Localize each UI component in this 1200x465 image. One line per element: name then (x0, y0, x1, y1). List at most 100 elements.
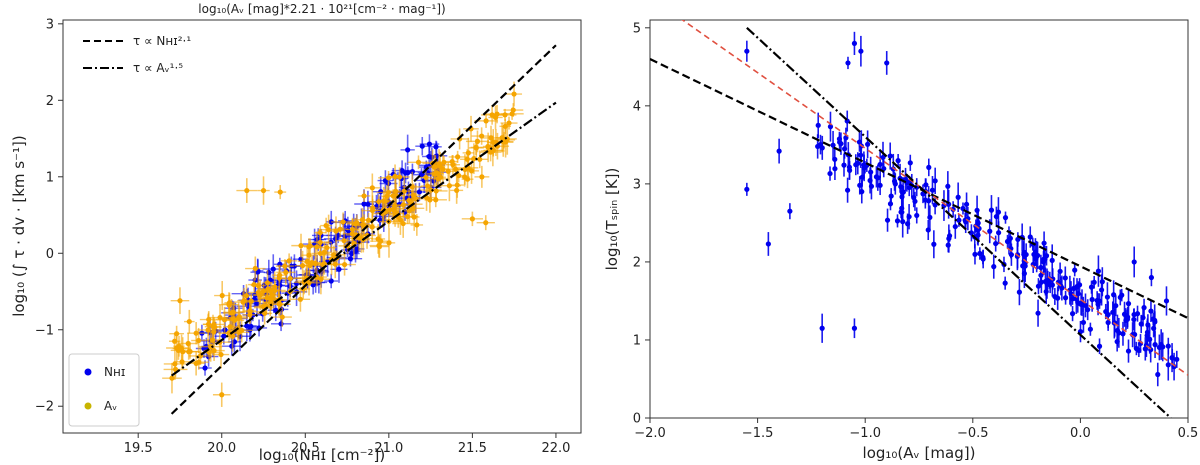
left-legend-lines: τ ∝ Nʜɪ²·¹ τ ∝ Aᵥ¹·⁵ (83, 34, 191, 75)
legend-label-av: Aᵥ (104, 399, 117, 413)
data-point (1049, 244, 1055, 277)
data-point (1072, 263, 1078, 277)
fit-line (170, 101, 557, 377)
data-point (368, 194, 389, 209)
y-tick-label: 3 (633, 177, 641, 192)
y-tick-label: 0 (46, 247, 54, 262)
data-point (263, 281, 279, 301)
data-point (890, 153, 896, 185)
right-data-points (744, 31, 1180, 387)
data-point (404, 198, 415, 224)
data-point (996, 221, 1002, 245)
x-tick-label: −2.0 (634, 426, 666, 441)
data-point (162, 362, 182, 394)
data-point (1035, 299, 1041, 327)
data-point (887, 142, 893, 170)
right-y-axis-label: log₁₀(Tₛₚᵢₙ [K]) (603, 168, 621, 271)
data-point (248, 277, 260, 292)
data-point (884, 208, 891, 232)
y-tick-label: 1 (46, 170, 54, 185)
data-point (912, 191, 918, 211)
right-x-ticks: −2.0 −1.5 −1.0 −0.5 0.0 0.5 (634, 418, 1198, 441)
data-point (474, 165, 490, 188)
x-tick-label: 0.5 (1178, 426, 1199, 441)
data-point (1169, 343, 1175, 373)
data-point (191, 327, 206, 354)
data-point (257, 176, 270, 205)
data-point (993, 206, 1000, 227)
data-point (415, 136, 430, 156)
data-point (844, 177, 851, 203)
data-point (369, 233, 389, 258)
data-point (858, 35, 864, 67)
data-point (1069, 306, 1076, 322)
data-point (925, 219, 931, 241)
data-point (865, 130, 871, 159)
data-point (236, 178, 258, 203)
data-point (500, 107, 524, 120)
y-tick-label: 0 (633, 412, 641, 427)
data-point (832, 147, 838, 172)
data-point (168, 333, 181, 350)
data-point (335, 229, 353, 252)
x-tick-label: 21.0 (374, 441, 403, 456)
data-point (274, 185, 287, 200)
data-point (952, 214, 958, 239)
data-point (988, 195, 995, 226)
data-point (247, 283, 270, 302)
data-point (787, 203, 793, 220)
data-point (817, 134, 824, 155)
legend-dashdot-label: τ ∝ Aᵥ¹·⁵ (133, 61, 183, 75)
data-point (815, 112, 821, 139)
data-point (1087, 322, 1093, 336)
data-point (1110, 301, 1116, 324)
data-point (1075, 281, 1082, 306)
data-point (1136, 343, 1142, 358)
data-point (1156, 334, 1162, 361)
data-point (932, 167, 938, 195)
data-point (946, 224, 952, 253)
data-point (245, 256, 266, 281)
data-point (1002, 211, 1009, 224)
data-point (1035, 278, 1042, 295)
data-point (1002, 276, 1008, 290)
y-tick-label: 4 (633, 99, 641, 114)
data-point (827, 166, 833, 181)
data-point (198, 360, 212, 376)
data-point (407, 155, 430, 170)
data-point (1134, 305, 1141, 322)
data-point (290, 286, 311, 312)
data-point (1114, 331, 1120, 352)
data-point (1022, 250, 1028, 282)
data-point (364, 173, 380, 203)
data-point (1152, 331, 1158, 359)
data-point (1062, 290, 1069, 305)
data-point (357, 189, 371, 203)
data-point (1080, 312, 1087, 333)
data-point (463, 115, 479, 142)
data-point (877, 175, 883, 196)
data-point (187, 351, 205, 376)
right-panel: −2.0 −1.5 −1.0 −0.5 0.0 0.5 0 1 2 3 4 5 log₁₀(Aᵥ [… (603, 19, 1198, 462)
right-y-ticks: 0 1 2 3 4 5 (633, 21, 650, 427)
x-tick-label: 21.5 (458, 441, 487, 456)
left-y-axis-label: log₁₀ (∫ τ · dv · [km s⁻¹]) (10, 135, 28, 317)
data-point (1125, 339, 1132, 363)
data-point (1105, 301, 1111, 329)
data-point (419, 170, 432, 185)
data-point (1113, 295, 1119, 317)
x-tick-label: 20.5 (291, 441, 320, 456)
data-point (888, 188, 894, 205)
data-point (851, 318, 858, 339)
legend-label-nhi: Nʜɪ (104, 365, 125, 379)
data-point (1155, 362, 1161, 387)
data-point (1141, 298, 1147, 317)
data-point (450, 176, 464, 204)
data-point (926, 158, 932, 177)
data-point (899, 197, 905, 220)
data-point (1165, 349, 1171, 381)
data-point (827, 111, 834, 142)
data-point (435, 151, 446, 181)
data-point (1042, 267, 1049, 296)
